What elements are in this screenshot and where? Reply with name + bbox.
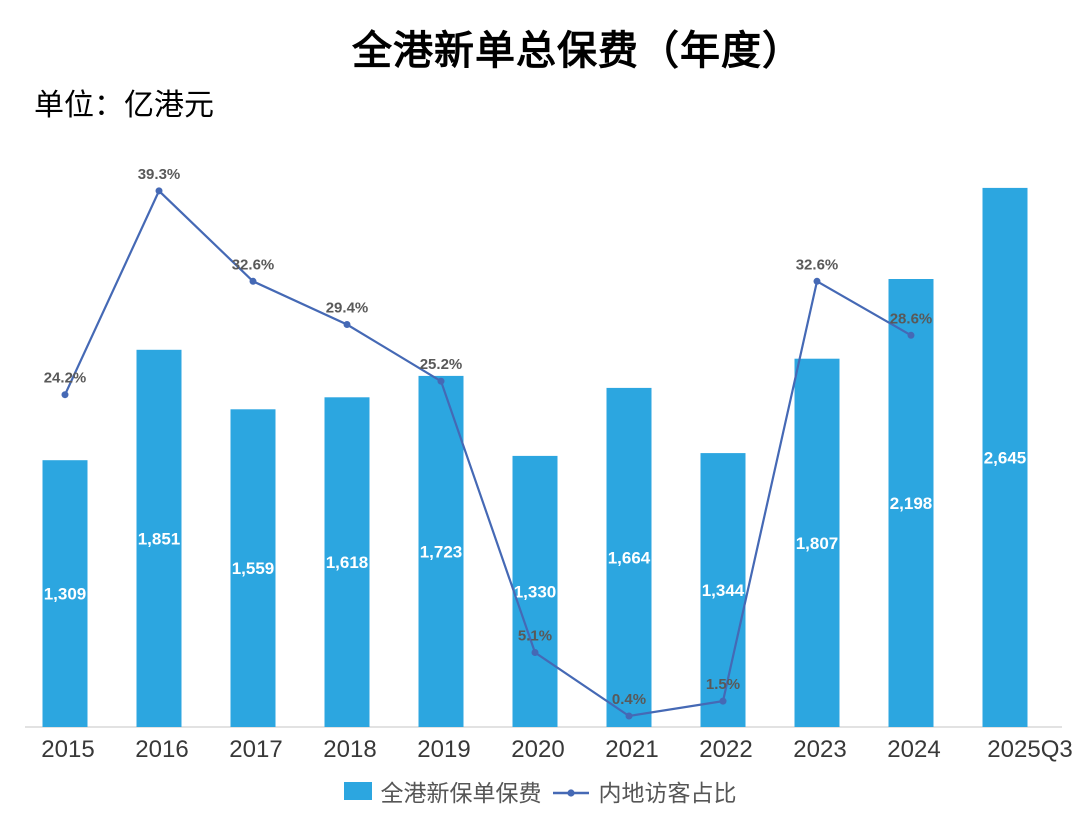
premium-bar xyxy=(888,279,934,727)
visitor-line-point xyxy=(437,377,445,385)
visitor-line-point xyxy=(813,277,821,285)
visitor-pct-label: 1.5% xyxy=(706,676,740,693)
premium-bar xyxy=(324,397,370,727)
visitor-pct-label: 28.6% xyxy=(890,310,933,327)
premium-bar-value-label: 1,344 xyxy=(702,581,745,600)
visitor-pct-label: 0.4% xyxy=(612,691,646,708)
premium-bar-value-label: 1,807 xyxy=(796,534,839,553)
premium-bar xyxy=(700,453,746,727)
premium-bar xyxy=(136,349,182,727)
premium-bar xyxy=(42,460,88,727)
x-axis-label: 2022 xyxy=(699,736,752,763)
x-axis-label: 2018 xyxy=(323,736,376,763)
visitor-pct-label: 24.2% xyxy=(44,370,87,387)
visitor-line-point xyxy=(249,277,257,285)
premium-bar xyxy=(418,375,464,727)
premium-bar-value-label: 1,330 xyxy=(514,583,557,602)
premium-bar-value-label: 1,309 xyxy=(44,585,87,604)
premium-bar-value-label: 1,723 xyxy=(420,542,463,561)
premium-bar xyxy=(230,409,276,727)
legend-item-premium: 全港新保单保费 xyxy=(343,774,542,808)
visitor-pct-label: 25.2% xyxy=(420,356,463,373)
premium-bar xyxy=(794,358,840,727)
legend-ratio-label: 内地访客占比 xyxy=(598,780,737,806)
x-axis-label: 2020 xyxy=(511,736,564,763)
unit-label: 单位：亿港元 xyxy=(34,89,214,122)
chart-title: 全港新单总保费（年度） xyxy=(352,29,803,73)
premium-bar xyxy=(982,187,1028,727)
visitor-pct-label: 29.4% xyxy=(326,300,369,317)
x-axis-label: 2015 xyxy=(41,736,94,763)
premium-bar xyxy=(512,455,558,727)
visitor-ratio-line xyxy=(64,189,912,718)
premium-bar-value-label: 2,645 xyxy=(984,449,1027,468)
visitor-pct-label: 5.1% xyxy=(518,628,552,645)
x-axis-label: 2019 xyxy=(417,736,470,763)
legend-premium-label: 全港新保单保费 xyxy=(380,780,542,806)
visitor-line-point xyxy=(907,331,915,339)
visitor-pct-label: 39.3% xyxy=(138,166,181,183)
x-axis-label: 2025Q3 xyxy=(987,736,1072,763)
premium-bar xyxy=(606,387,652,727)
premium-bar-value-label: 2,198 xyxy=(890,494,933,513)
visitor-line-point xyxy=(343,321,351,328)
premium-bar-value-label: 1,559 xyxy=(232,559,275,578)
visitor-line-point xyxy=(61,391,69,399)
visitor-pct-label: 32.6% xyxy=(232,256,275,273)
chart-legend: 全港新保单保费 内地访客占比 xyxy=(0,774,1080,808)
visitor-line-point xyxy=(625,712,633,720)
visitor-pct-label: 32.6% xyxy=(796,256,839,273)
bar-series-swatch-icon xyxy=(343,782,372,800)
x-axis-label: 2024 xyxy=(887,736,940,763)
legend-item-ratio: 内地访客占比 xyxy=(552,774,737,808)
x-axis-label: 2023 xyxy=(793,736,846,763)
line-series-marker-icon xyxy=(552,778,590,805)
premium-bar-value-label: 1,851 xyxy=(138,529,181,548)
premium-bar-value-label: 1,664 xyxy=(608,548,651,567)
x-axis-label: 2021 xyxy=(605,736,658,763)
visitor-line-point xyxy=(531,649,539,656)
visitor-line-point xyxy=(719,697,727,705)
x-axis-label: 2016 xyxy=(135,736,188,763)
x-axis-label: 2017 xyxy=(229,736,282,763)
premium-bar-value-label: 1,618 xyxy=(326,553,369,572)
chart-canvas: 1,309 2015 1,851 2016 1,559 2017 1,618 2018 1,72… xyxy=(25,166,1073,763)
visitor-line-point xyxy=(155,187,163,195)
